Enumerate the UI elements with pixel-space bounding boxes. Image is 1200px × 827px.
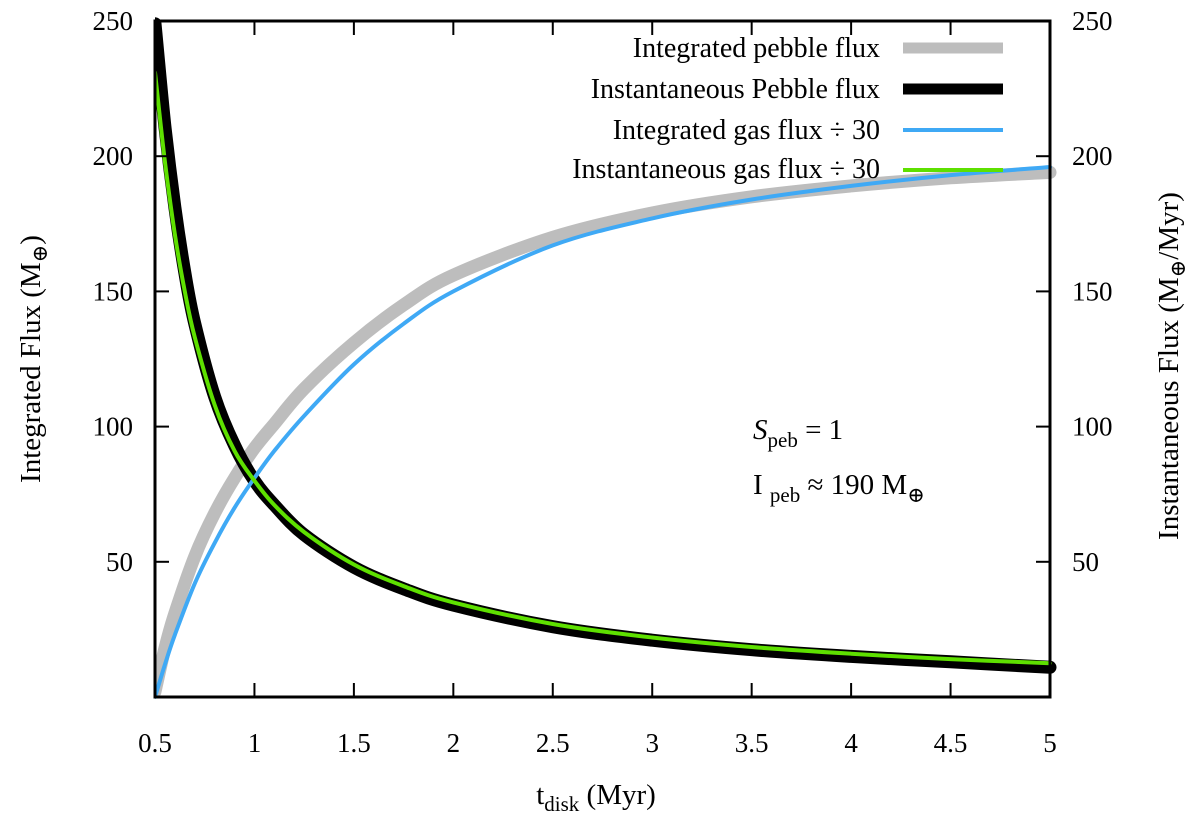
y-left-tick-label: 250 (93, 6, 134, 36)
x-tick-label: 4.5 (934, 728, 968, 758)
x-tick-label: 1.5 (337, 728, 371, 758)
y-left-tick-label: 200 (93, 141, 134, 171)
y-left-tick-label: 50 (106, 547, 133, 577)
y-left-tick-label: 100 (93, 412, 134, 442)
annotation-value: ≈ 190 M (800, 469, 907, 501)
y-right-tick-label: 100 (1072, 412, 1113, 442)
annotation-ipeb: I peb ≈ 190 M⊕ (753, 469, 925, 507)
earth-mass-symbol: ⊕ (907, 483, 925, 507)
y-left-tick-label: 150 (93, 276, 134, 306)
x-tick-label: 1 (248, 728, 262, 758)
svg-text:Speb = 1: Speb = 1 (753, 414, 843, 452)
annotation-speb: Speb = 1 (753, 414, 843, 452)
annotation-value: = 1 (798, 414, 843, 446)
svg-text:I peb ≈ 190 M⊕: I peb ≈ 190 M⊕ (753, 469, 925, 507)
y-right-tick-label: 150 (1072, 276, 1113, 306)
y-right-tick-label: 50 (1072, 547, 1099, 577)
legend-entry-instantaneous-gas: Instantaneous gas flux ÷ 30 (572, 154, 1003, 185)
y-axis-right-title: Instantaneous Flux (M⊕/Myr) (1153, 192, 1190, 540)
series-line-2 (155, 17, 1057, 674)
x-tick-label: 2.5 (536, 728, 570, 758)
x-axis-title: tdisk (Myr) (536, 779, 656, 816)
annotation-subscript: peb (768, 428, 798, 452)
annotation-symbol: S (753, 414, 768, 446)
x-tick-label: 2 (447, 728, 461, 758)
legend-label: Integrated pebble flux (633, 33, 880, 64)
legend-label: Instantaneous Pebble flux (591, 74, 880, 105)
x-tick-label: 4 (844, 728, 858, 758)
x-tick-label: 3 (645, 728, 659, 758)
legend-label: Instantaneous gas flux ÷ 30 (572, 154, 880, 185)
annotation-symbol: I (753, 469, 770, 501)
y-axis-left-title: Integrated Flux (M⊕) (15, 235, 52, 483)
y-right-tick-label: 250 (1072, 6, 1113, 36)
x-tick-label: 3.5 (735, 728, 769, 758)
series-line-3 (155, 165, 1052, 699)
series-layer (155, 17, 1057, 699)
y-right-tick-label: 200 (1072, 141, 1113, 171)
ticks-layer: 0.5 1 1.5 2 2.5 3 3.5 4 4.5 5 50 100 150 200 250 50 100 1… (93, 6, 1113, 758)
x-tick-label: 5 (1043, 728, 1057, 758)
legend-entry-integrated-gas: Integrated gas flux ÷ 30 (613, 115, 1003, 146)
x-tick-label: 0.5 (138, 728, 172, 758)
legend-entry-instantaneous-pebble: Instantaneous Pebble flux (591, 74, 1003, 105)
plot-frame (153, 19, 1052, 699)
legend-label: Integrated gas flux ÷ 30 (613, 115, 880, 146)
legend: Integrated pebble flux Instantaneous Peb… (572, 33, 1003, 185)
annotation-subscript: peb (770, 483, 800, 507)
legend-entry-integrated-pebble: Integrated pebble flux (633, 33, 1003, 64)
series-line-4 (155, 70, 1052, 666)
